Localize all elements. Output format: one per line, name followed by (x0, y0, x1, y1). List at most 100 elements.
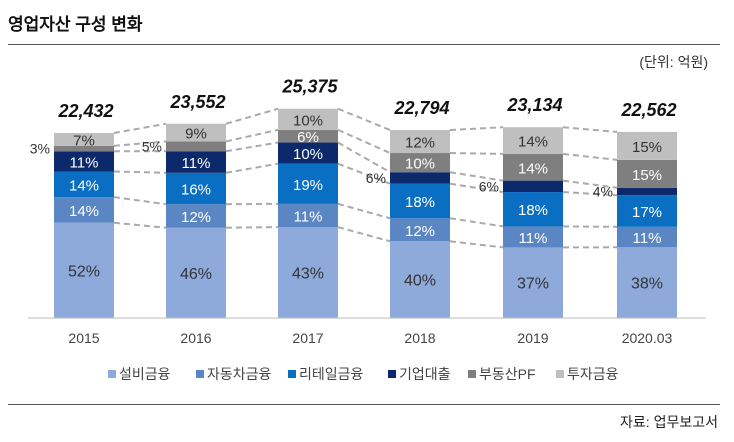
connector-line (449, 240, 504, 249)
data-label: 5% (142, 138, 162, 154)
data-label: 14% (518, 134, 548, 151)
connector-line (113, 122, 167, 134)
connector-line (225, 107, 279, 125)
connector-line (337, 128, 391, 154)
bar-segment (390, 153, 450, 173)
legend-label: 투자금융 (567, 366, 619, 382)
total-label: 23,552 (169, 92, 225, 112)
bar-segment (54, 171, 114, 198)
data-label: 18% (405, 194, 435, 211)
x-tick-label: 2016 (180, 330, 211, 346)
data-label: 38% (631, 276, 663, 293)
bar-segment (54, 151, 114, 172)
data-label: 37% (517, 276, 549, 293)
data-label: 3% (30, 141, 50, 157)
data-label: 52% (68, 263, 100, 280)
bar-segment (166, 227, 226, 318)
connector-line (449, 171, 504, 182)
legend-swatch (108, 370, 116, 378)
bar-segment (278, 142, 338, 164)
connector-line (562, 179, 618, 189)
connector-line (225, 128, 279, 143)
connector-line (113, 140, 167, 147)
data-label: 19% (293, 177, 323, 194)
data-label: 6% (297, 129, 319, 146)
connector-line (562, 126, 618, 133)
data-label: 6% (366, 170, 386, 186)
total-label: 22,794 (393, 98, 449, 118)
data-label: 16% (181, 182, 211, 199)
connector-line (337, 226, 391, 243)
legend-swatch (388, 370, 396, 378)
x-tick-label: 2019 (517, 330, 548, 346)
connector-line (225, 162, 279, 174)
data-label: 9% (185, 126, 207, 143)
connector-line (113, 170, 167, 174)
connector-line (449, 152, 504, 155)
data-label: 11% (633, 230, 662, 247)
data-label: 11% (294, 208, 323, 225)
data-label: 10% (293, 146, 323, 163)
data-label: 6% (479, 178, 499, 194)
bar-segment (54, 197, 114, 223)
data-label: 10% (293, 112, 323, 129)
connector-line (449, 182, 504, 194)
bar-segment (278, 227, 338, 318)
bar-segment (278, 108, 338, 130)
data-label: 40% (404, 273, 436, 290)
bar-segment (617, 247, 677, 318)
total-label: 22,432 (57, 101, 113, 121)
bar-segment (390, 241, 450, 318)
connector-line (225, 226, 279, 229)
bar-segment (503, 226, 563, 248)
data-label: 17% (632, 204, 662, 221)
data-label: 11% (70, 154, 99, 171)
connector-line (337, 141, 391, 174)
bar-segment (54, 222, 114, 318)
connector-line (113, 196, 167, 206)
data-label: 11% (519, 230, 548, 247)
total-label: 23,134 (506, 95, 562, 115)
data-label: 46% (180, 266, 212, 283)
legend-label: 기업대출 (399, 366, 451, 382)
data-label: 11% (182, 155, 211, 172)
bar-segment (54, 133, 114, 146)
unit-label: (단위: 억원) (639, 54, 708, 70)
data-label: 15% (632, 139, 662, 156)
bar-segment (166, 123, 226, 142)
total-label: 22,562 (620, 100, 676, 120)
bar-segment (503, 180, 563, 193)
data-label: 4% (593, 183, 613, 199)
bar-segment (278, 129, 338, 143)
legend-label: 부동산PF (479, 366, 536, 382)
chart-title: 영업자산 구성 변화 (8, 15, 143, 34)
bar-segment (278, 203, 338, 228)
connector-line (449, 217, 504, 228)
bar-segment (617, 187, 677, 196)
bar-segment (617, 226, 677, 248)
bar-segment (617, 131, 677, 160)
data-label: 15% (632, 167, 662, 184)
bar-segment (503, 247, 563, 318)
bar-segment (503, 127, 563, 154)
data-label: 12% (405, 223, 435, 240)
bar-segment (390, 130, 450, 154)
data-label: 14% (69, 177, 99, 194)
data-label: 14% (69, 203, 99, 220)
x-tick-label: 2015 (68, 330, 99, 346)
data-label: 10% (405, 156, 435, 173)
x-tick-label: 2020.03 (622, 330, 673, 346)
data-label: 43% (292, 266, 324, 283)
legend-swatch (196, 370, 204, 378)
legend-swatch (468, 370, 476, 378)
bar-segment (166, 151, 226, 173)
total-label: 25,375 (281, 77, 338, 97)
stacked-bar-chart: 52% 14% 14% 11% 3% 7% 22,432 2015 46% 12% 16% 11% 5%… (28, 77, 706, 382)
connector-line (337, 202, 391, 220)
bar-segment (503, 192, 563, 227)
legend-label: 리테일금융 (299, 366, 364, 382)
bar-segment (390, 172, 450, 184)
bar-segment (166, 204, 226, 228)
data-label: 12% (405, 135, 435, 152)
bar-segment (278, 163, 338, 204)
